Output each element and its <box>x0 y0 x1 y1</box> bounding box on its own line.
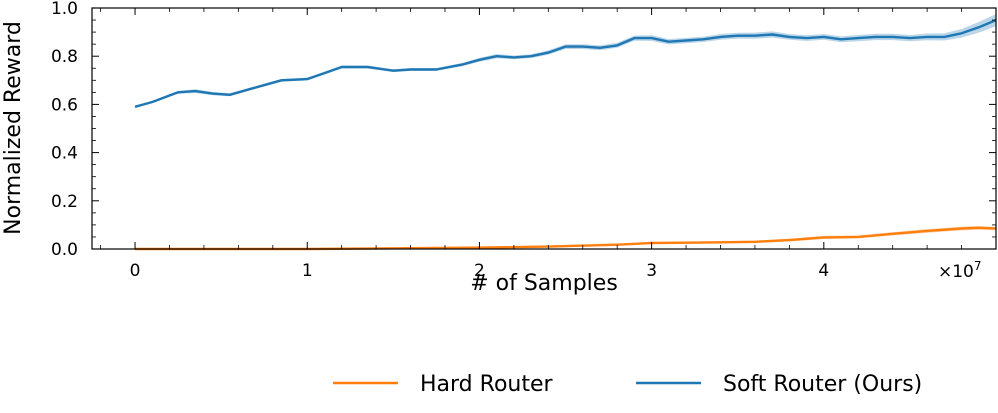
y-tick-labels: 0.0 0.2 0.4 0.6 0.8 1.0 <box>51 0 78 260</box>
x-axis-title: # of Samples <box>470 271 618 296</box>
x-tick-label: 0 <box>130 261 141 281</box>
series-lines <box>134 18 997 251</box>
confidence-bands <box>135 14 996 249</box>
x-tick-label: 2 <box>474 261 485 281</box>
plot-area-frame <box>91 7 997 250</box>
y-tick-label: 0.6 <box>51 95 78 115</box>
band-soft-router-ours <box>135 14 996 108</box>
x-axis-scale-label: ×107 <box>938 259 982 282</box>
x-tick-label: 3 <box>646 261 657 281</box>
y-tick-label: 0.2 <box>51 192 78 212</box>
x-tick-label: 1 <box>302 261 313 281</box>
legend-label-soft-router: Soft Router (Ours) <box>723 372 922 397</box>
y-tick-label: 1.0 <box>51 0 78 19</box>
y-tick-label: 0.0 <box>51 240 78 260</box>
series-line-hard-router <box>135 226 997 251</box>
y-axis-title: Normalized Reward <box>1 21 26 235</box>
legend: Hard Router Soft Router (Ours) <box>333 372 922 397</box>
y-tick-label: 0.8 <box>51 47 78 67</box>
series-line-soft-router-ours <box>134 18 997 108</box>
y-tick-label: 0.4 <box>51 144 78 164</box>
x-tick-labels: 0 1 2 3 4 <box>130 261 830 281</box>
legend-label-hard-router: Hard Router <box>420 372 554 397</box>
x-tick-label: 4 <box>818 261 829 281</box>
axis-ticks <box>92 7 996 250</box>
